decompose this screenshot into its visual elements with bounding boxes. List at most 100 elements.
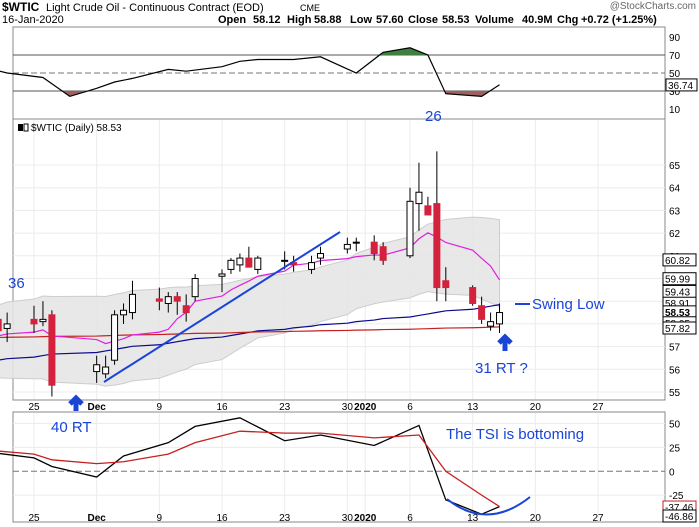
close-label: Close: [408, 14, 438, 26]
price-tick-label: 63: [669, 206, 681, 217]
candle-body: [155, 298, 163, 302]
price-tag-value: 59.43: [665, 287, 690, 298]
price-tag-value: 58.53: [665, 308, 690, 319]
osc-tick-label: 50: [669, 69, 681, 80]
ma-red-line: [0, 326, 500, 339]
candle-body: [469, 287, 477, 304]
trendline: [103, 231, 341, 383]
candle-body: [191, 278, 199, 298]
candle-body: [370, 241, 378, 255]
tsi-bottoming-curve: [446, 496, 531, 516]
arrow-up-icon-2: [497, 333, 513, 351]
price-tag-value: 57.82: [665, 324, 690, 335]
candle-body: [128, 293, 136, 314]
ma-short-line: [0, 232, 501, 345]
tsi-line: [0, 417, 500, 515]
candle-body: [316, 253, 324, 259]
price-tick-label: 56: [669, 365, 681, 376]
x-tick-label: 20: [530, 402, 542, 413]
price-tick-label: 55: [669, 388, 681, 399]
legend-candle-icon: [18, 124, 23, 131]
price-tag-value: 59.99: [665, 275, 690, 286]
x-tick-label-bottom: 13: [467, 513, 479, 524]
watermark: @StockCharts.com: [610, 1, 696, 12]
candle-body: [30, 318, 38, 325]
x-tick-label: Dec: [87, 402, 106, 413]
x-tick-label: 30: [342, 402, 354, 413]
candle-body: [496, 312, 504, 325]
price-tag-value: 58.91: [665, 299, 690, 310]
exchange: CME: [300, 3, 320, 13]
candle-body: [487, 321, 495, 327]
candle-body: [433, 203, 441, 289]
tsi-panel-frame: [12, 411, 666, 523]
price-legend: $WTIC (Daily) 58.53: [31, 123, 122, 134]
x-tick-label-bottom: 16: [216, 513, 228, 524]
candle-body: [308, 262, 316, 270]
volume-value: 40.9M: [522, 14, 553, 26]
x-tick-label-bottom: 2020: [354, 513, 377, 524]
candle-body: [379, 246, 387, 261]
price-tick-label: 65: [669, 161, 681, 172]
x-tick-label: 16: [216, 402, 228, 413]
candle-body: [173, 296, 181, 302]
high-value: 58.88: [314, 14, 342, 26]
tsi-marker-value: -46.86: [665, 512, 694, 523]
candle-body: [406, 200, 414, 257]
candle-body: [0, 318, 2, 332]
annotation-26: 26: [425, 108, 442, 125]
x-tick-label-bottom: 6: [407, 513, 413, 524]
candle-body: [424, 205, 432, 216]
tsi-signal-line: [0, 430, 500, 508]
x-tick-label-bottom: 23: [279, 513, 291, 524]
tsi-marker-box: [662, 509, 697, 523]
tsi-marker-value: -37.46: [665, 503, 694, 514]
close-value: 58.53: [442, 14, 470, 26]
price-tag-box: [662, 321, 697, 335]
price-tag-box: [662, 272, 697, 286]
candle-body: [182, 305, 190, 314]
candle-body: [102, 366, 110, 375]
osc-tick-label: 10: [669, 105, 681, 116]
candle-body: [120, 309, 128, 316]
x-tick-label: 6: [407, 402, 413, 413]
symbol: $WTIC: [2, 0, 40, 14]
candle-body: [245, 257, 253, 268]
price-tick-label: 62: [669, 229, 681, 240]
price-tag-value: 60.82: [665, 256, 690, 267]
x-tick-label-bottom: 27: [592, 513, 604, 524]
candle-body: [415, 191, 423, 205]
chg-label: Chg: [557, 14, 578, 26]
candle-body: [39, 318, 47, 323]
osc-marker-value: 36.74: [668, 81, 693, 92]
instrument-name: Light Crude Oil - Continuous Contract (E…: [46, 2, 264, 14]
candle-body: [352, 241, 360, 244]
open-value: 58.12: [253, 14, 281, 26]
low-value: 57.60: [376, 14, 404, 26]
candle-body: [227, 259, 235, 270]
x-tick-label-bottom: Dec: [87, 513, 106, 524]
oscillator-line: [0, 47, 500, 98]
annotation-31-rt: 31 RT ?: [475, 360, 528, 377]
annotation-40-rt: 40 RT: [51, 419, 92, 436]
x-tick-label: 27: [592, 402, 604, 413]
candle-body: [343, 243, 351, 250]
tsi-tick-label: -25: [669, 491, 684, 502]
price-tag-box: [662, 253, 697, 267]
x-tick-label-bottom: 9: [157, 513, 163, 524]
osc-overbought-fill: [379, 47, 428, 55]
x-tick-label-bottom: 25: [28, 513, 40, 524]
candle-body: [281, 259, 289, 262]
annotation-swing-low: Swing Low: [532, 296, 605, 313]
x-tick-label: 2020: [354, 402, 377, 413]
candle-body: [254, 257, 262, 270]
osc-tick-label: 90: [669, 33, 681, 44]
candle-body: [164, 296, 172, 304]
x-tick-label: 25: [28, 402, 40, 413]
chart-date: 16-Jan-2020: [2, 14, 64, 26]
candle-body: [236, 257, 244, 266]
low-label: Low: [350, 14, 372, 26]
price-tick-label: 57: [669, 343, 681, 354]
price-tick-label: 64: [669, 184, 681, 195]
